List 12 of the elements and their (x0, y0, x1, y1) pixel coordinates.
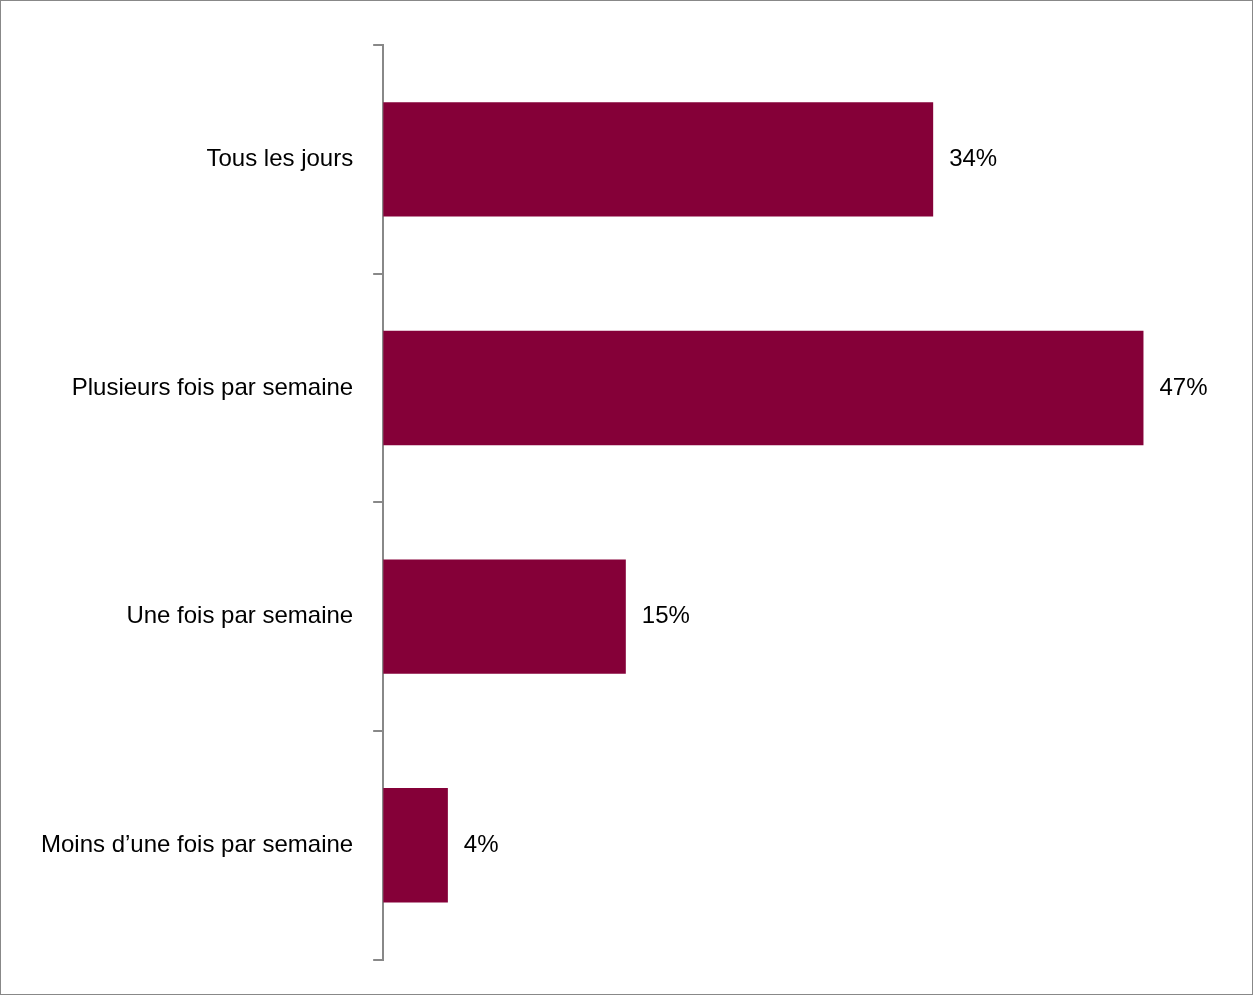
y-tick-label: Tous les jours (206, 143, 354, 171)
bar (383, 102, 934, 217)
y-tick-label: Moins d’une fois par semaine (40, 829, 354, 857)
bar (383, 559, 626, 674)
bar (383, 788, 448, 903)
y-tick-label: Plusieurs fois par semaine (71, 372, 354, 400)
data-label: 47% (1159, 372, 1208, 400)
data-label: 15% (641, 601, 690, 629)
y-tick-label: Une fois par semaine (126, 601, 354, 629)
data-label: 34% (949, 143, 998, 171)
bar (383, 330, 1144, 446)
data-label: 4% (463, 829, 499, 857)
